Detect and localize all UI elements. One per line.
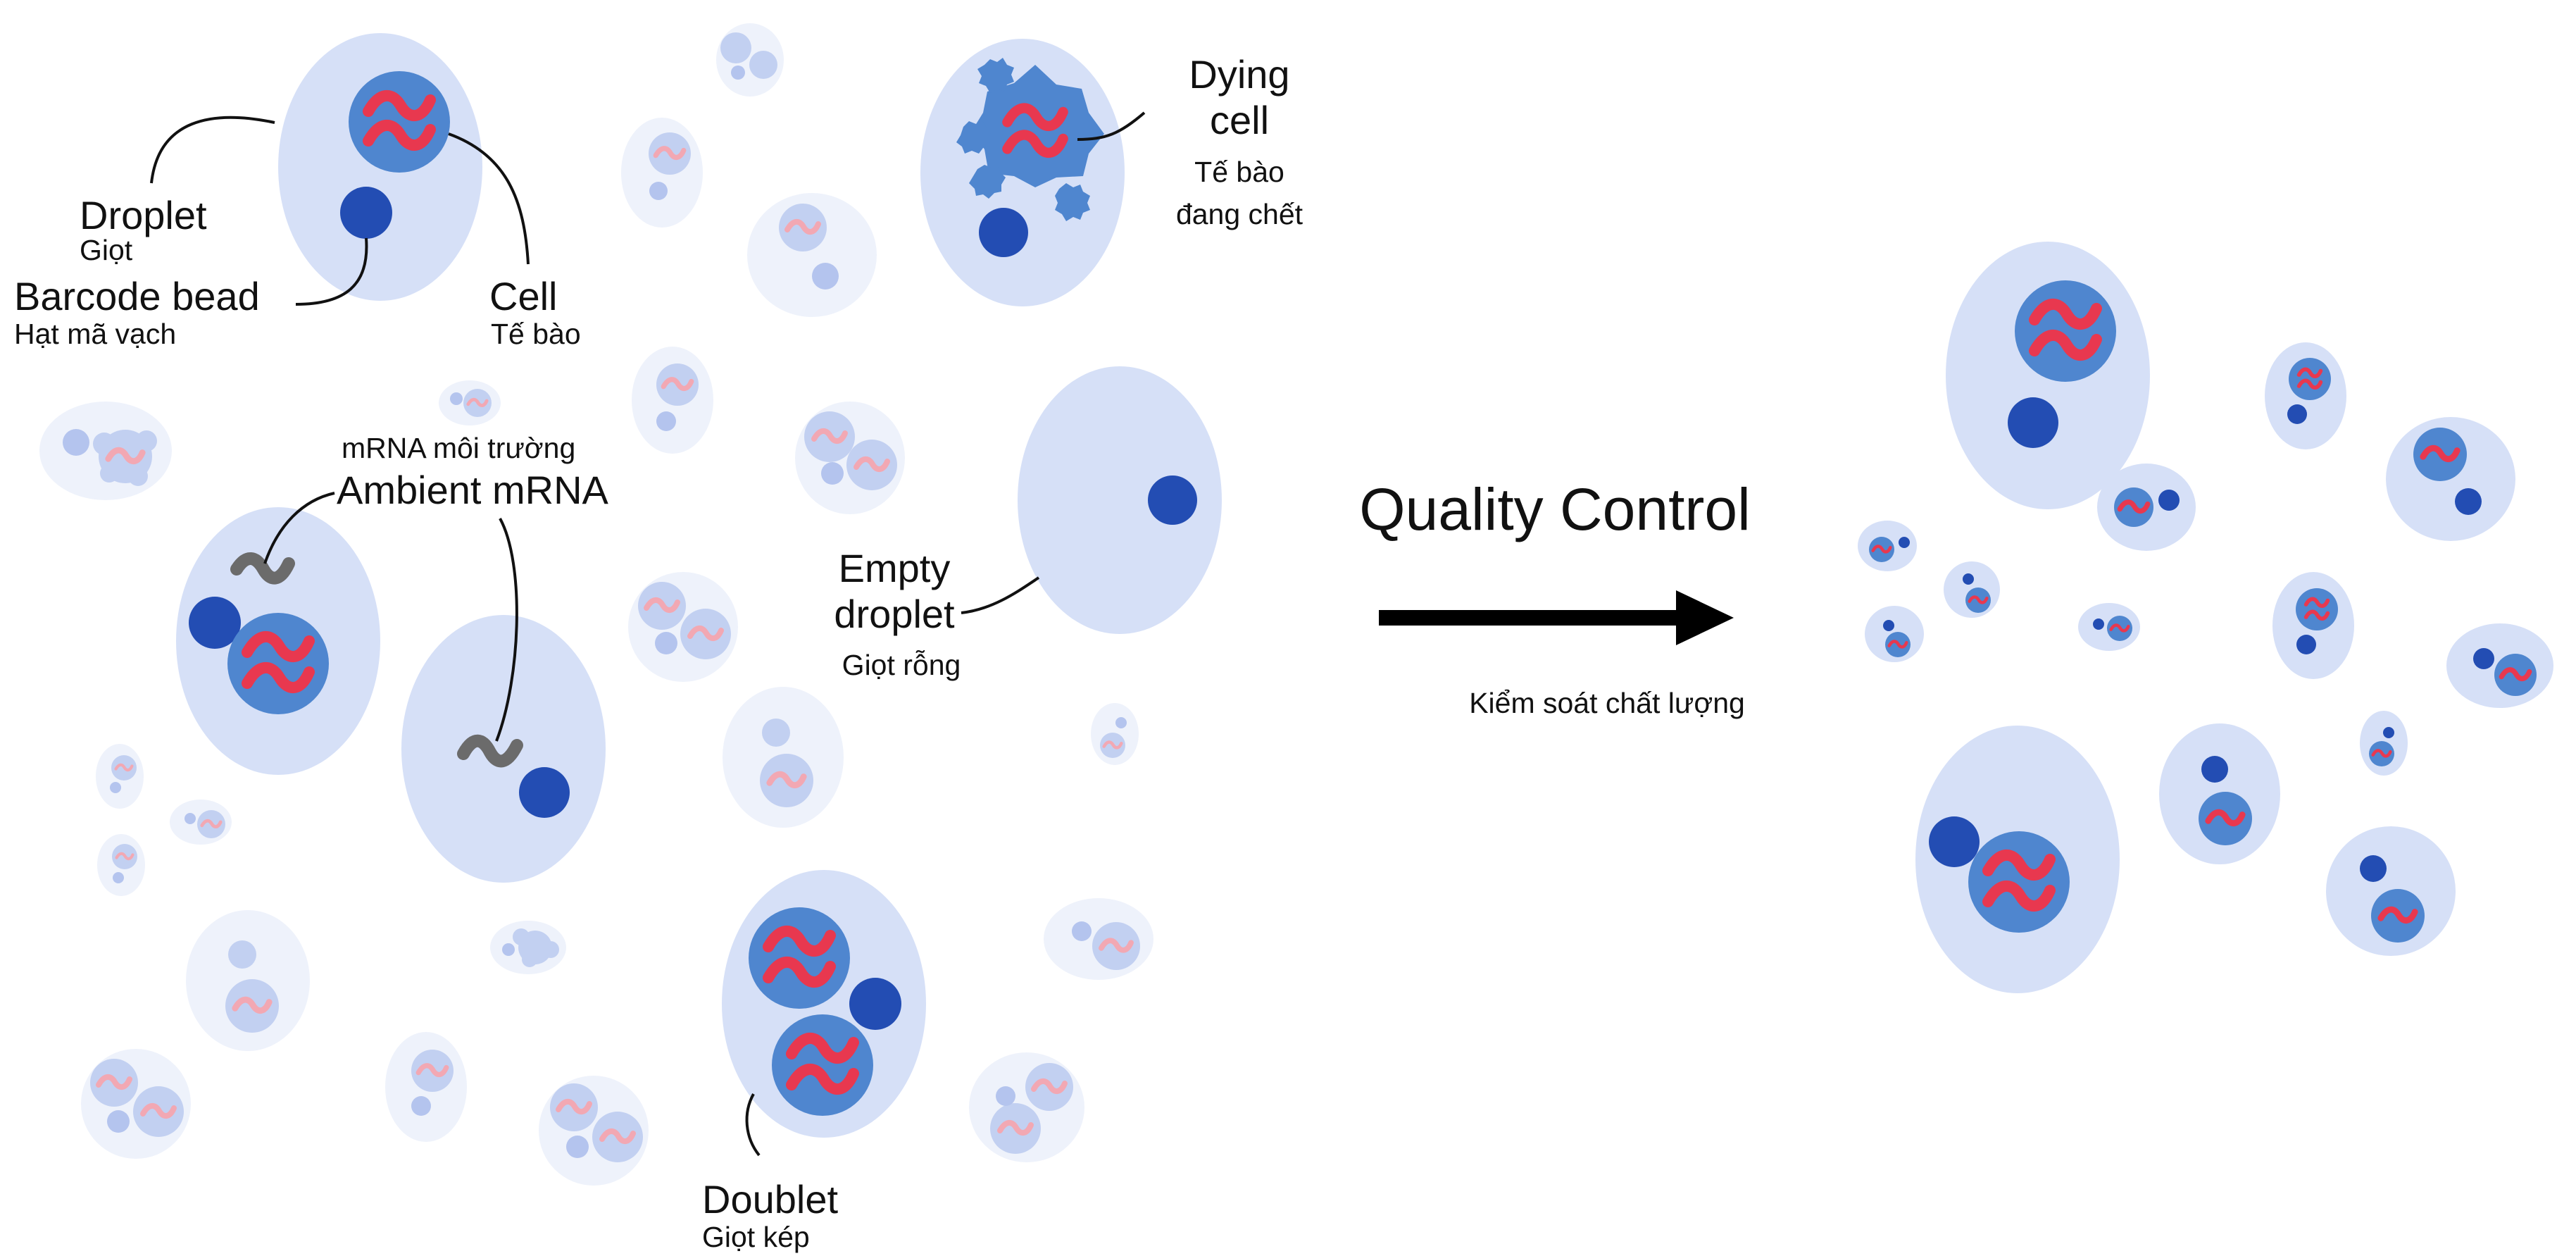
- faded-droplet: [170, 800, 232, 845]
- dying-cell-label-1: Dying: [1189, 52, 1289, 97]
- barcode-bead: [340, 187, 392, 239]
- filtered-droplet: [2386, 417, 2515, 541]
- barcode-bead: [979, 208, 1028, 257]
- faded-droplet: [795, 402, 905, 514]
- cell: [772, 1014, 873, 1116]
- quality-control-title: Quality Control: [1359, 476, 1751, 542]
- droplet-label: Droplet: [80, 193, 207, 237]
- filtered-droplet: [1915, 726, 2120, 993]
- faded-droplet: [186, 910, 310, 1051]
- faded-droplet: [632, 347, 713, 454]
- faded-droplet: [97, 834, 145, 896]
- faded-droplet: [969, 1052, 1084, 1162]
- faded-droplet: [621, 118, 703, 228]
- ambient-mrna: [457, 734, 523, 768]
- cell-fragment: [956, 120, 992, 154]
- filtered-droplet: [1944, 561, 2000, 618]
- quality-control-subtitle: Kiểm soát chất lượng: [1469, 687, 1745, 719]
- faded-droplet: [385, 1032, 467, 1142]
- barcode-bead: [1148, 475, 1197, 525]
- barcode-bead: [519, 767, 570, 818]
- faded-droplet: [96, 744, 144, 809]
- doublet-label: Doublet: [702, 1177, 838, 1221]
- droplet: [401, 615, 606, 883]
- faded-droplet: [716, 23, 784, 97]
- leader-lines: [150, 111, 1146, 1157]
- faded-droplet: [1044, 898, 1153, 980]
- barcode-bead-label-vi: Hạt mã vạch: [14, 318, 176, 350]
- droplet: [1018, 366, 1222, 634]
- filtered-droplet: [2326, 826, 2456, 956]
- filtered-droplet: [2097, 464, 2196, 551]
- cell-fragment: [977, 58, 1014, 93]
- empty-droplet-label-vi: Giọt rỗng: [842, 649, 961, 681]
- labels: Droplet Giọt Barcode bead Hạt mã vạch Ce…: [14, 52, 1303, 1253]
- droplet-with-cell-and-ambient-mrna: [176, 507, 380, 775]
- ambient-mrna-label: Ambient mRNA: [337, 468, 609, 512]
- leader-cell: [448, 132, 530, 265]
- filtered-droplet: [1865, 606, 1924, 662]
- filtered-droplet: [2078, 603, 2140, 651]
- faded-droplet: [1091, 703, 1139, 765]
- dying-cell-label-2: cell: [1210, 98, 1269, 142]
- filtered-droplet: [2265, 342, 2346, 449]
- leader-barcode-bead: [295, 237, 368, 306]
- filtered-droplet: [2272, 572, 2354, 679]
- leader-empty-droplet: [961, 576, 1040, 614]
- droplet-with-cell: [278, 33, 482, 301]
- dying-cell-label-vi-2: đang chết: [1176, 198, 1303, 230]
- filtered-droplet: [2446, 623, 2553, 708]
- droplet-with-dying-cell: [920, 39, 1125, 306]
- filtered-droplet: [2360, 711, 2408, 776]
- barcode-bead: [849, 978, 901, 1030]
- arrow-shaft: [1379, 610, 1682, 626]
- filtered-droplet: [1858, 521, 1917, 571]
- cell-label: Cell: [489, 274, 557, 318]
- arrow-head-icon: [1676, 590, 1734, 645]
- filtered-droplet: [2159, 723, 2280, 864]
- faded-droplet: [628, 572, 738, 682]
- faded-droplets: [39, 23, 1153, 1186]
- faded-droplet: [490, 921, 566, 974]
- dying-cell-label-vi-1: Tế bào: [1194, 156, 1284, 188]
- filtered-droplets: [1858, 242, 2553, 993]
- empty-droplet-label-1: Empty: [839, 546, 951, 590]
- empty-droplet-label-2: droplet: [834, 592, 955, 636]
- doublet-droplet: [722, 870, 926, 1138]
- faded-droplet: [81, 1049, 191, 1159]
- faded-droplet: [747, 193, 877, 317]
- ambient-mrna-label-vi: mRNA môi trường: [342, 432, 575, 464]
- cell: [227, 613, 329, 714]
- doublet-label-vi: Giọt kép: [702, 1221, 810, 1253]
- barcode-bead-label: Barcode bead: [14, 274, 260, 318]
- cell: [349, 71, 450, 173]
- filtered-droplet: [1946, 242, 2150, 509]
- faded-droplet: [723, 687, 844, 828]
- cell-label-vi: Tế bào: [491, 318, 581, 350]
- leader-dying-cell: [1077, 111, 1146, 141]
- droplet-label-vi: Giọt: [80, 234, 133, 266]
- faded-droplet: [439, 380, 501, 425]
- leader-droplet: [150, 116, 275, 184]
- cell: [749, 907, 850, 1009]
- quality-control-step: Quality Control Kiểm soát chất lượng: [1359, 476, 1751, 719]
- faded-droplet: [539, 1076, 649, 1186]
- barcode-bead: [189, 597, 241, 649]
- leader-ambient-mrna-2: [495, 518, 518, 742]
- faded-droplet: [39, 402, 172, 500]
- ambient-mrna: [230, 552, 295, 585]
- cell-fragment: [969, 165, 1006, 199]
- cell-fragment: [1055, 183, 1090, 221]
- empty-droplet: [1018, 366, 1222, 634]
- leader-ambient-mrna-1: [263, 492, 335, 564]
- leader-doublet: [745, 1093, 761, 1157]
- droplet-with-ambient-mrna: [401, 615, 606, 883]
